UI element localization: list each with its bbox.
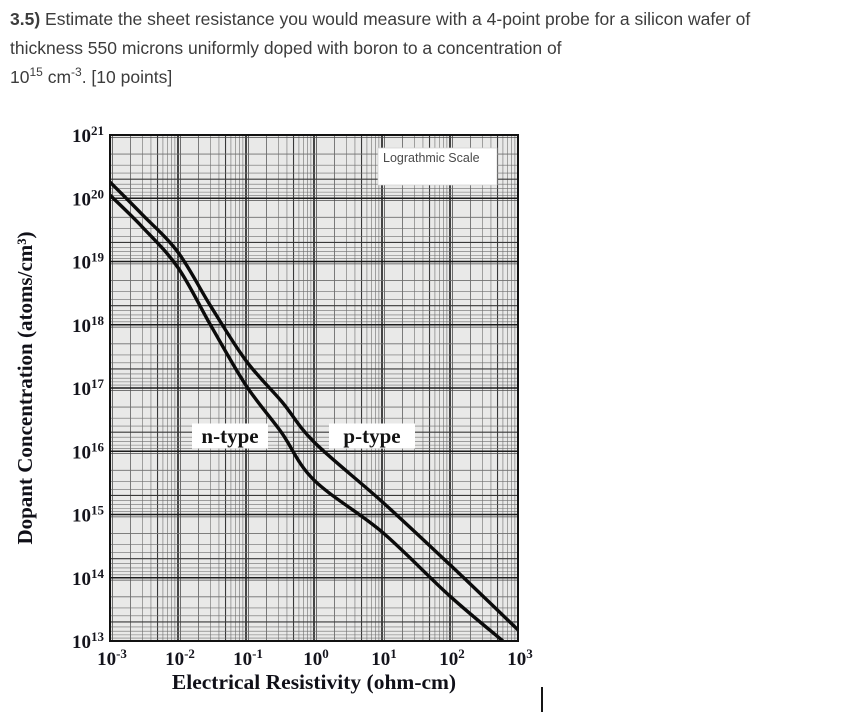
scale-annotation: Lograthmic Scale [377,147,498,186]
question-line-2: thickness 550 microns uniformly doped wi… [10,38,562,58]
x-tick-10^0: 100 [303,646,329,670]
y-tick-10^20: 1020 [72,186,104,210]
p-type-label-text: p-type [343,424,400,448]
question-line-1: 3.5) Estimate the sheet resistance you w… [10,9,751,29]
y-tick-10^18: 1018 [72,313,105,337]
x-tick-10^-2: 10-2 [165,646,195,670]
text-cursor[interactable] [541,687,543,712]
x-tick-10^1: 101 [371,646,397,670]
x-tick-10^3: 103 [507,646,533,670]
question-line-3: 1015 cm-3. [10 points] [10,65,173,87]
x-tick-10^-1: 10-1 [233,646,263,670]
x-tick-10^-3: 10-3 [97,646,127,670]
y-tick-10^21: 1021 [72,123,104,147]
x-axis-title: Electrical Resistivity (ohm-cm) [172,670,456,694]
y-tick-10^15: 1015 [72,503,105,527]
y-tick-10^17: 1017 [72,376,105,400]
curves [110,180,518,641]
question-number: 3.5) [10,9,41,29]
p-type-label: p-type [329,423,415,449]
y-axis-title: Dopant Concentration (atoms/cm³) [13,231,37,544]
n-type-label: n-type [192,423,268,449]
n-type-curve [110,193,505,641]
p-type-curve [110,180,518,632]
y-tick-10^19: 1019 [72,250,105,274]
grid-lines [109,134,519,642]
y-tick-10^16: 1016 [72,439,105,463]
y-tick-10^14: 1014 [72,566,105,590]
question-text: 3.5) Estimate the sheet resistance you w… [10,5,836,92]
x-tick-10^2: 102 [439,646,465,670]
plot-border [109,134,519,642]
y-tick-10^13: 1013 [72,629,105,653]
n-type-label-text: n-type [201,424,258,448]
scale-annotation-text: Lograthmic Scale [383,151,480,165]
